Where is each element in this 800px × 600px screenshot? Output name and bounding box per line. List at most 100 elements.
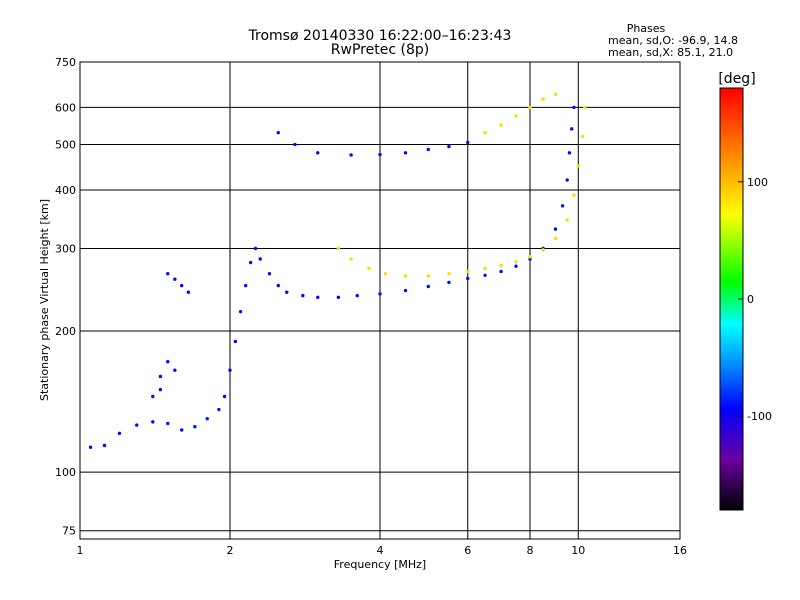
data-point-o <box>447 144 451 149</box>
data-point-o <box>193 425 197 429</box>
data-point-o <box>499 269 503 274</box>
data-point-o <box>88 445 93 449</box>
data-point-x <box>580 134 585 139</box>
data-point-o <box>378 152 382 157</box>
data-point-x <box>466 269 470 274</box>
data-point-o <box>166 272 170 276</box>
data-point-o <box>426 147 430 152</box>
data-point-o <box>217 407 221 412</box>
data-point-x <box>483 130 487 135</box>
data-point-o <box>553 227 558 231</box>
data-point-o <box>316 295 320 300</box>
data-point-o <box>426 284 430 289</box>
data-point-o <box>253 246 258 251</box>
data-point-o <box>285 290 289 294</box>
y-tick-label: 100 <box>55 466 76 479</box>
grid-lines <box>80 62 680 539</box>
x-tick-label: 16 <box>673 544 687 557</box>
data-point-o <box>186 290 191 294</box>
data-point-o <box>117 431 122 436</box>
data-point-o <box>180 428 184 432</box>
data-point-x <box>514 114 518 118</box>
data-point-o <box>514 264 518 268</box>
y-tick-label: 750 <box>55 56 76 69</box>
plot-frame <box>79 61 681 540</box>
data-point-x <box>528 255 532 259</box>
data-point-o <box>483 273 487 278</box>
data-point-o <box>569 127 574 131</box>
y-axis-label: Stationary phase Virtual Height [km] <box>38 199 51 401</box>
x-tick-label: 1 <box>77 544 84 557</box>
colorbar-tick-label: -100 <box>747 410 772 423</box>
chart-subtitle: RwPretec (8p) <box>331 42 429 58</box>
x-axis-label: Frequency [MHz] <box>334 558 426 571</box>
data-point-o <box>276 130 280 135</box>
data-point-o <box>565 178 569 182</box>
data-point-o <box>205 417 209 421</box>
data-point-o <box>233 339 238 344</box>
data-point-x <box>541 248 545 252</box>
data-point-o <box>135 423 139 427</box>
y-tick-label: 200 <box>55 325 76 338</box>
data-point-o <box>243 283 248 288</box>
data-point-o <box>173 368 177 372</box>
axis-ticks: 1 2 4 6 8 10 16 75 100 200 300 400 500 600 750 <box>55 56 687 557</box>
data-point-x <box>514 260 518 264</box>
data-point-x <box>483 266 487 271</box>
data-point-o <box>276 283 280 288</box>
y-tick-label: 600 <box>55 101 76 114</box>
colorbar-ticks: 100 0 -100 <box>738 176 772 423</box>
data-point-x <box>582 105 587 110</box>
legend-title: Phases <box>627 22 666 35</box>
data-point-o <box>248 260 253 265</box>
data-point-x <box>499 123 503 127</box>
data-point-x <box>541 97 545 101</box>
data-point-o <box>166 421 170 426</box>
data-point-o <box>228 368 232 372</box>
y-tick-label: 400 <box>55 184 76 197</box>
data-point-x <box>367 266 371 271</box>
data-point-x <box>383 272 388 276</box>
data-point-x <box>565 218 569 222</box>
data-point-x <box>572 193 576 197</box>
data-point-x <box>528 105 532 110</box>
colorbar-label: [deg] <box>718 71 755 87</box>
data-point-o <box>238 309 243 314</box>
y-tick-label: 300 <box>55 243 76 256</box>
data-point-x <box>553 92 558 96</box>
x-tick-label: 4 <box>377 544 384 557</box>
data-point-o <box>403 288 408 293</box>
x-tick-label: 6 <box>464 544 471 557</box>
data-point-o <box>158 387 163 392</box>
data-point-o <box>102 443 107 448</box>
y-tick-label: 75 <box>62 525 76 538</box>
data-point-o <box>567 151 572 155</box>
data-point-o <box>222 394 227 399</box>
data-point-x <box>349 257 353 261</box>
data-point-o <box>151 394 155 399</box>
legend-line-x: mean, sd,X: 85.1, 21.0 <box>608 46 733 59</box>
data-point-o <box>301 293 305 298</box>
data-point-o <box>355 293 359 298</box>
data-point-x <box>336 246 341 251</box>
x-tick-label: 2 <box>227 544 234 557</box>
chart-title: Tromsø 20140330 16:22:00–16:23:43 <box>248 28 512 44</box>
data-points <box>88 92 587 449</box>
data-point-o <box>316 151 320 155</box>
data-point-o <box>466 276 470 281</box>
data-point-x <box>447 272 451 276</box>
data-point-x <box>553 236 558 241</box>
colorbar-tick-label: 0 <box>747 293 754 306</box>
data-point-o <box>447 280 451 285</box>
data-point-o <box>166 360 170 364</box>
data-point-x <box>426 274 430 278</box>
data-point-o <box>258 257 262 261</box>
data-point-o <box>572 105 576 110</box>
data-point-o <box>173 277 177 281</box>
x-tick-label: 8 <box>527 544 534 557</box>
data-point-x <box>576 164 580 168</box>
colorbar-tick-label: 100 <box>747 176 768 189</box>
data-point-x <box>499 263 503 268</box>
data-point-x <box>403 274 408 278</box>
